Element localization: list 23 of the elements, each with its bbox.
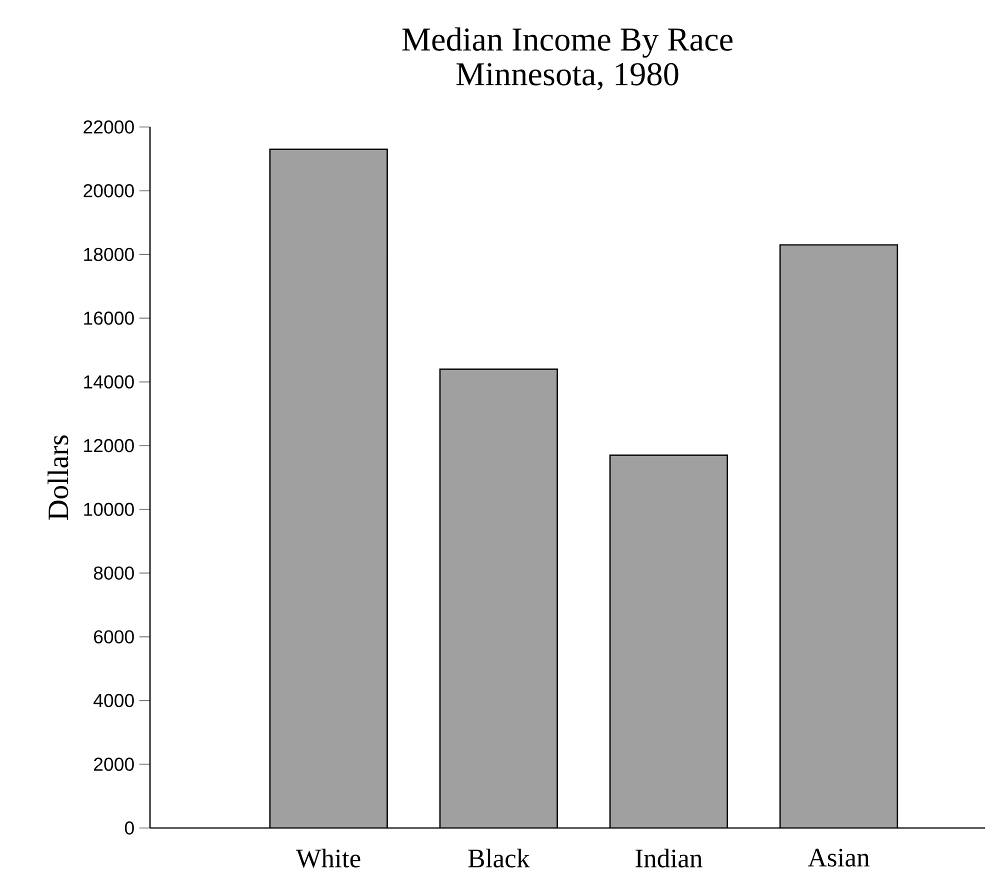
x-tick-label: Asian [808,848,870,867]
y-tick-label: 22000 [84,120,134,134]
y-tick-label: 16000 [84,312,134,325]
y-tick-label: 18000 [84,248,134,262]
y-tick-label: 2000 [94,758,134,771]
x-tick-label: Indian [636,848,702,868]
y-tick-label: 4000 [94,694,134,708]
y-tick-label: 8000 [94,566,134,580]
bar [779,244,898,828]
chart-subtitle: Minnesota, 1980 [456,62,678,90]
y-axis-title: Dollars [48,435,68,520]
x-tick-label: White [296,848,360,868]
bar [270,149,388,828]
y-tick-label: 12000 [84,439,134,452]
bar [610,455,728,828]
bar [440,369,558,828]
x-tick-label: Black [468,848,530,868]
y-tick-label: 0 [124,821,134,835]
y-tick-label: 6000 [94,630,134,644]
chart-title: Median Income By Race [402,27,732,58]
y-tick-label: 20000 [84,184,134,198]
y-tick-label: 14000 [84,375,134,389]
y-tick-label: 10000 [84,502,134,516]
